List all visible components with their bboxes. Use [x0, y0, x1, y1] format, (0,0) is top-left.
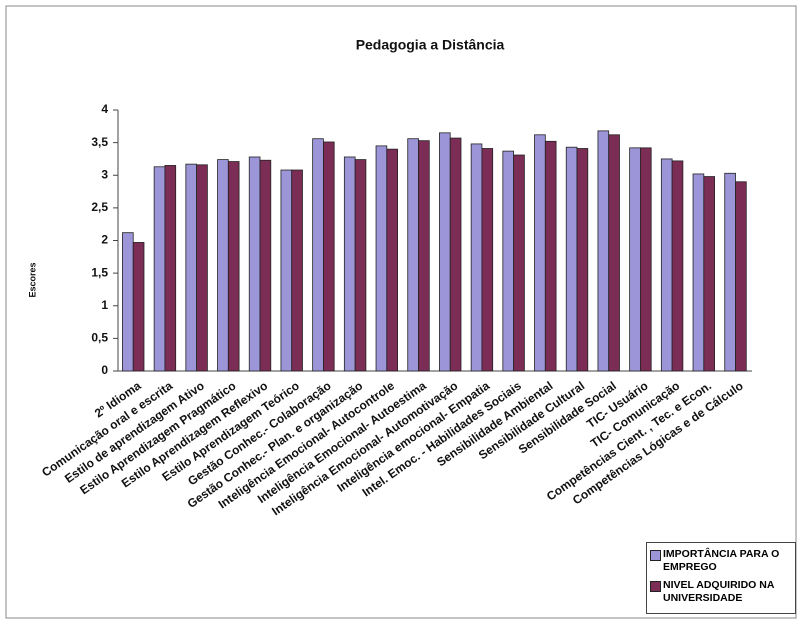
bar — [735, 181, 747, 372]
bar — [407, 138, 419, 372]
bar — [122, 232, 134, 372]
legend-item: NIVEL ADQUIRIDO NA UNIVERSIDADE — [650, 579, 792, 605]
y-tick-label: 1,5 — [91, 265, 108, 279]
bar — [185, 163, 198, 372]
bar — [291, 169, 303, 372]
bar — [343, 156, 356, 372]
legend-label: IMPORTÂNCIA PARA O EMPREGO — [663, 548, 780, 573]
bar — [502, 150, 515, 372]
bar — [248, 156, 261, 372]
bar — [513, 154, 525, 372]
bar — [640, 147, 652, 372]
bar — [312, 138, 324, 372]
y-tick-label: 0,5 — [91, 331, 108, 345]
y-tick-label: 4 — [101, 102, 108, 116]
bar — [481, 148, 494, 372]
bar — [544, 140, 557, 372]
chart-title: Pedagogia a Distância — [356, 37, 505, 53]
bar — [660, 158, 673, 372]
legend-label: NIVEL ADQUIRIDO NA UNIVERSIDADE — [663, 579, 775, 604]
bar — [386, 148, 398, 372]
bar — [597, 130, 610, 372]
legend-item: IMPORTÂNCIA PARA O EMPREGO — [650, 548, 792, 574]
bar — [608, 134, 620, 372]
legend-swatch — [650, 550, 661, 561]
bar — [280, 169, 293, 372]
bar — [565, 146, 578, 372]
legend-swatch — [650, 581, 661, 592]
bar — [354, 159, 367, 372]
bar — [470, 143, 483, 372]
bar — [132, 242, 145, 372]
y-tick-label: 2,5 — [91, 200, 108, 214]
bar — [164, 165, 177, 372]
bar — [153, 166, 166, 372]
bar — [196, 164, 208, 372]
y-tick-label: 2 — [101, 233, 108, 247]
bar — [449, 137, 462, 372]
bar — [703, 176, 715, 372]
y-tick-label: 3 — [101, 167, 108, 181]
bar — [323, 141, 335, 372]
bar — [439, 132, 451, 372]
frame — [5, 5, 797, 619]
bar — [671, 160, 684, 372]
y-tick-label: 3,5 — [91, 135, 108, 149]
y-tick-label: 0 — [101, 363, 108, 377]
bar — [217, 159, 229, 372]
legend: IMPORTÂNCIA PARA O EMPREGO NIVEL ADQUIRID… — [646, 542, 796, 614]
bar — [259, 159, 272, 372]
bar — [375, 145, 388, 372]
bar — [227, 161, 240, 372]
bar — [692, 173, 705, 372]
bar — [629, 147, 641, 372]
bar — [418, 140, 430, 372]
y-tick-label: 1 — [101, 298, 108, 312]
y-axis-label: Escores — [27, 262, 37, 297]
bar — [534, 134, 546, 372]
bar — [724, 172, 736, 372]
bar — [576, 148, 589, 372]
